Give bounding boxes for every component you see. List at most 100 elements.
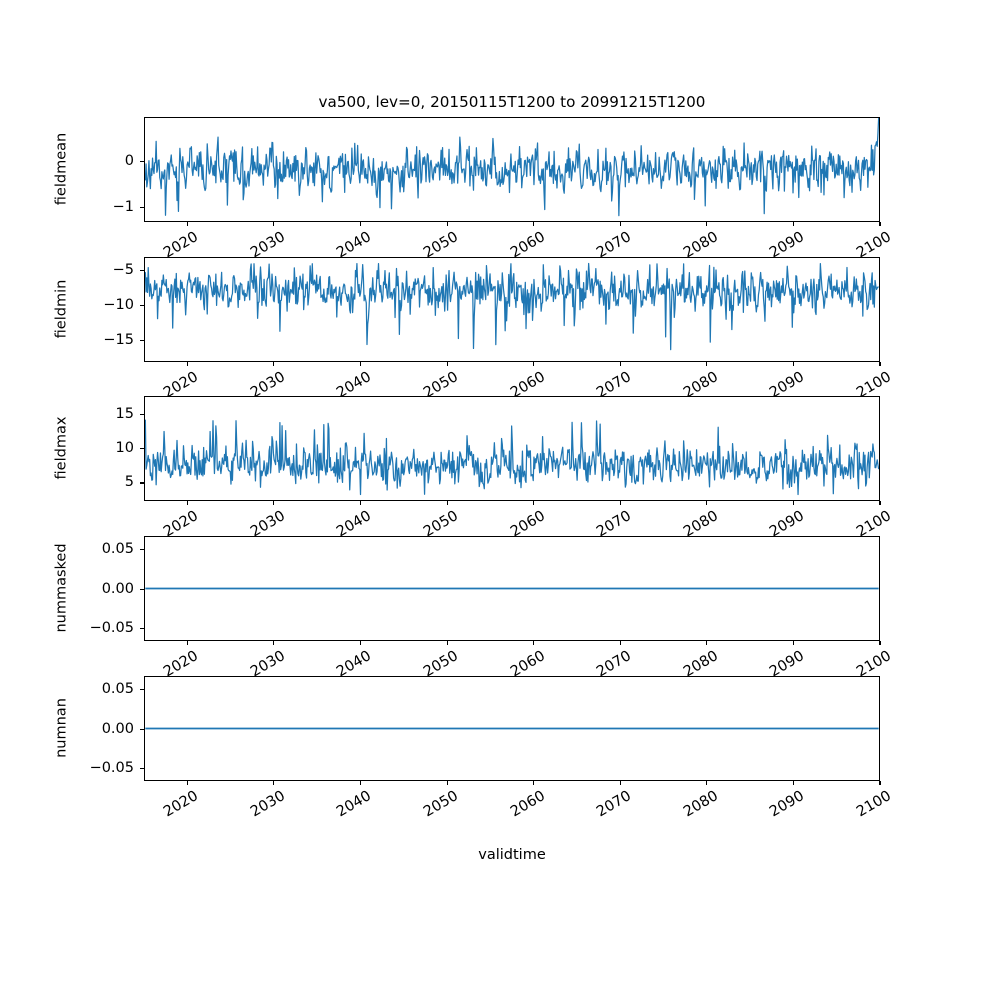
xtick-label-2050: 2050 — [421, 788, 462, 821]
xtick-mark-7 — [792, 362, 794, 367]
xtick-mark-0 — [186, 641, 188, 646]
xtick-mark-4 — [533, 641, 535, 646]
xtick-mark-4 — [533, 781, 535, 786]
xtick-label-2090: 2090 — [767, 648, 808, 676]
ytick-label-fieldmax-1: 10 — [115, 440, 134, 457]
xtick-label-2070: 2070 — [594, 508, 635, 536]
ytick-mark-fieldmax-0 — [139, 413, 144, 415]
ytick-mark-numnan-1 — [139, 728, 144, 730]
xtick-band-fieldmin: 2020 2030 2040 2050 2060 2070 2080 2090 2100 — [0, 362, 1000, 396]
xtick-mark-8 — [879, 781, 881, 786]
ytick-mark-fieldmin-1 — [139, 304, 144, 307]
xtick-label-2100: 2100 — [854, 229, 894, 257]
xtick-mark-8 — [879, 501, 881, 506]
ytick-label-numnan-2: −0.05 — [89, 760, 134, 777]
ytick-mark-fieldmean-0 — [139, 161, 144, 163]
ytick-label-nummasked-1: 0.00 — [101, 580, 134, 597]
ytick-label-fieldmean-1: −1 — [112, 198, 134, 215]
series-numnan — [145, 677, 879, 780]
xtick-label-2040: 2040 — [334, 508, 375, 536]
xtick-label-2050: 2050 — [421, 229, 462, 257]
xtick-band-nummasked: 2020 2030 2040 2050 2060 2070 2080 2090 2100 — [0, 641, 1000, 676]
ytick-label-fieldmin-0: −5 — [112, 262, 134, 279]
subplot-fieldmax — [144, 396, 880, 501]
xtick-label-2080: 2080 — [680, 788, 721, 821]
ytick-label-numnan-1: 0.00 — [101, 720, 134, 737]
xtick-mark-0 — [186, 222, 188, 227]
xtick-label-2040: 2040 — [334, 229, 375, 257]
xtick-mark-7 — [792, 222, 794, 227]
xtick-mark-8 — [879, 222, 881, 227]
xtick-mark-5 — [619, 501, 621, 506]
ytick-mark-fieldmax-1 — [139, 448, 144, 450]
xtick-label-2070: 2070 — [594, 229, 635, 257]
xtick-mark-3 — [446, 781, 448, 786]
xtick-label-2090: 2090 — [767, 369, 808, 396]
xtick-mark-6 — [706, 781, 708, 786]
xtick-label-2020: 2020 — [161, 788, 202, 821]
subplot-fieldmin — [144, 257, 880, 362]
ytick-label-nummasked-2: −0.05 — [89, 620, 134, 637]
ytick-label-fieldmin-2: −15 — [103, 331, 134, 348]
xtick-mark-3 — [446, 641, 448, 646]
xtick-label-2070: 2070 — [594, 648, 635, 676]
xtick-band-fieldmean: 2020 2030 2040 2050 2060 2070 2080 2090 2100 — [0, 222, 1000, 257]
xtick-label-2070: 2070 — [594, 788, 635, 821]
ytick-mark-nummasked-0 — [139, 548, 144, 550]
subplot-fieldmean — [144, 117, 880, 222]
xtick-label-2100: 2100 — [854, 648, 894, 676]
xtick-mark-1 — [273, 781, 275, 786]
ytick-mark-fieldmin-2 — [139, 339, 144, 341]
series-fieldmax — [145, 397, 879, 500]
xtick-label-2100: 2100 — [854, 508, 894, 536]
xtick-label-2050: 2050 — [421, 369, 462, 396]
ytick-label-numnan-0: 0.05 — [101, 680, 134, 697]
ylabel-fieldmax: fieldmax — [53, 416, 69, 479]
series-nummasked — [145, 537, 879, 640]
series-fieldmin — [145, 258, 879, 361]
xtick-label-2080: 2080 — [680, 508, 721, 536]
xtick-label-2060: 2060 — [507, 508, 548, 536]
xtick-mark-0 — [186, 501, 188, 506]
xtick-label-2100: 2100 — [854, 788, 894, 821]
ytick-mark-fieldmean-1 — [139, 206, 144, 208]
xtick-mark-4 — [533, 362, 535, 367]
xtick-mark-1 — [273, 641, 275, 646]
ytick-mark-numnan-0 — [139, 688, 144, 690]
xtick-mark-0 — [186, 362, 188, 367]
xtick-mark-6 — [706, 222, 708, 227]
figure-title: va500, lev=0, 20150115T1200 to 20991215T… — [318, 93, 706, 111]
xtick-band-fieldmax: 2020 2030 2040 2050 2060 2070 2080 2090 2100 — [0, 501, 1000, 536]
xtick-mark-8 — [879, 641, 881, 646]
xtick-label-2020: 2020 — [161, 648, 202, 676]
xtick-label-2030: 2030 — [247, 508, 288, 536]
xtick-mark-8 — [879, 362, 881, 367]
xtick-band-numnan: 2020 2030 2040 2050 2060 2070 2080 2090 2100 — [0, 781, 1000, 841]
ytick-label-fieldmean-0: 0 — [124, 153, 134, 170]
xtick-mark-2 — [359, 222, 361, 227]
ytick-mark-fieldmax-2 — [139, 482, 144, 484]
xtick-mark-5 — [619, 641, 621, 646]
xtick-label-2060: 2060 — [507, 648, 548, 676]
ytick-label-fieldmin-1: −10 — [103, 296, 134, 313]
xtick-label-2030: 2030 — [247, 788, 288, 821]
xtick-label-2090: 2090 — [767, 229, 808, 257]
xtick-mark-5 — [619, 781, 621, 786]
xtick-label-2090: 2090 — [767, 788, 808, 821]
xtick-label-2090: 2090 — [767, 508, 808, 536]
xtick-label-2020: 2020 — [161, 508, 202, 536]
ylabel-nummasked: nummasked — [53, 542, 69, 633]
xtick-label-2020: 2020 — [161, 229, 202, 257]
xtick-label-2100: 2100 — [854, 369, 894, 396]
xtick-mark-4 — [533, 501, 535, 506]
xtick-label-2080: 2080 — [680, 229, 721, 257]
xtick-label-2040: 2040 — [334, 648, 375, 676]
xtick-mark-3 — [446, 501, 448, 506]
xtick-label-2060: 2060 — [507, 788, 548, 821]
xtick-mark-3 — [446, 222, 448, 227]
xtick-mark-7 — [792, 501, 794, 506]
xtick-label-2030: 2030 — [247, 648, 288, 676]
xtick-mark-5 — [619, 362, 621, 367]
ytick-mark-fieldmin-0 — [139, 270, 144, 272]
